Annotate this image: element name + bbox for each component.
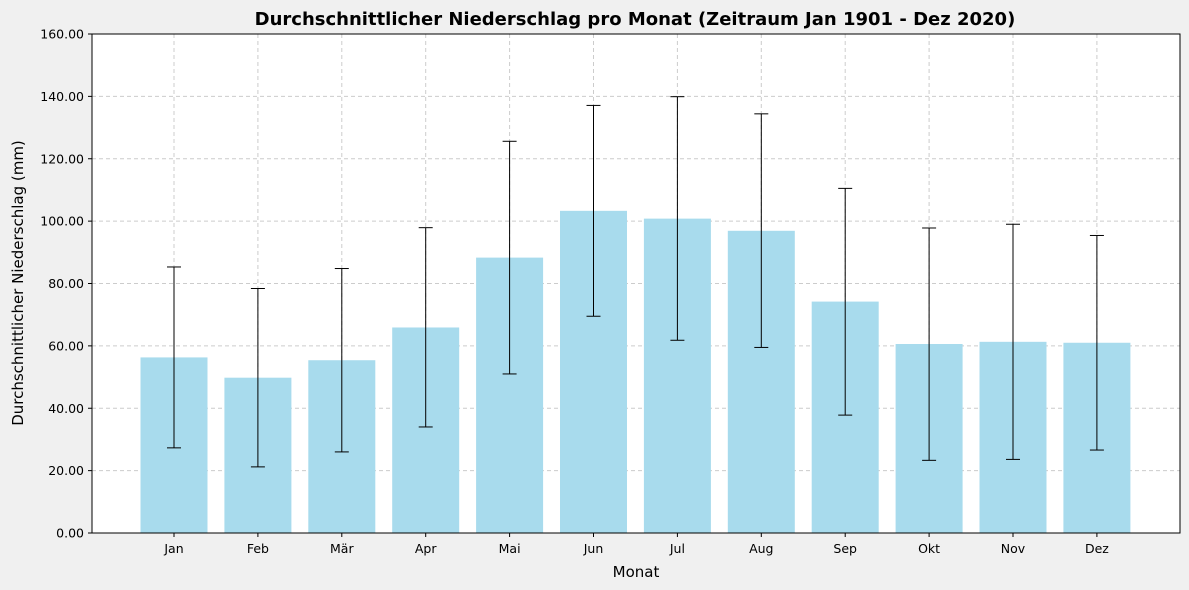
x-tick-label: Jul — [669, 541, 685, 556]
x-tick-label: Nov — [1001, 541, 1026, 556]
x-axis-ticks: Jan Feb Mär Apr Mai Jun Jul Aug Sep Okt Nov Dez — [163, 533, 1109, 556]
x-tick-label: Mai — [499, 541, 521, 556]
chart-title: Durchschnittlicher Niederschlag pro Mona… — [255, 9, 1016, 30]
y-tick-label: 20.00 — [48, 463, 84, 478]
x-tick-label: Mär — [330, 541, 354, 556]
y-tick-label: 60.00 — [48, 338, 84, 353]
x-tick-label: Feb — [247, 541, 269, 556]
y-tick-label: 0.00 — [56, 526, 84, 541]
x-tick-label: Aug — [749, 541, 773, 556]
y-tick-label: 100.00 — [40, 214, 84, 229]
y-tick-label: 140.00 — [40, 89, 84, 104]
x-tick-label: Jun — [583, 541, 604, 556]
x-tick-label: Sep — [833, 541, 857, 556]
y-axis-ticks: 0.00 20.00 40.00 60.00 80.00 100.00 120.00 140.… — [40, 27, 92, 541]
x-tick-label: Dez — [1085, 541, 1109, 556]
y-tick-label: 40.00 — [48, 401, 84, 416]
x-tick-label: Okt — [918, 541, 940, 556]
x-tick-label: Apr — [415, 541, 437, 556]
x-tick-label: Jan — [163, 541, 183, 556]
y-tick-label: 80.00 — [48, 276, 84, 291]
y-tick-label: 160.00 — [40, 27, 84, 42]
y-tick-label: 120.00 — [40, 151, 84, 166]
x-axis-label: Monat — [613, 563, 660, 581]
y-axis-label: Durchschnittlicher Niederschlag (mm) — [9, 140, 27, 426]
error-bars — [167, 96, 1104, 468]
